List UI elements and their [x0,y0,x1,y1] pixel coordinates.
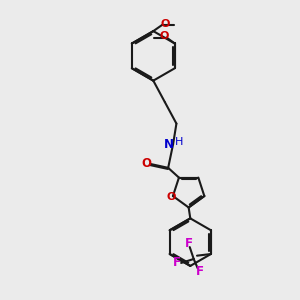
Text: F: F [184,237,192,250]
Text: O: O [159,31,169,41]
Text: F: F [196,265,204,278]
Text: F: F [172,256,181,269]
Text: O: O [160,19,170,29]
Text: N: N [164,138,173,151]
Text: O: O [142,158,152,170]
Text: O: O [166,192,176,203]
Text: H: H [175,137,183,147]
